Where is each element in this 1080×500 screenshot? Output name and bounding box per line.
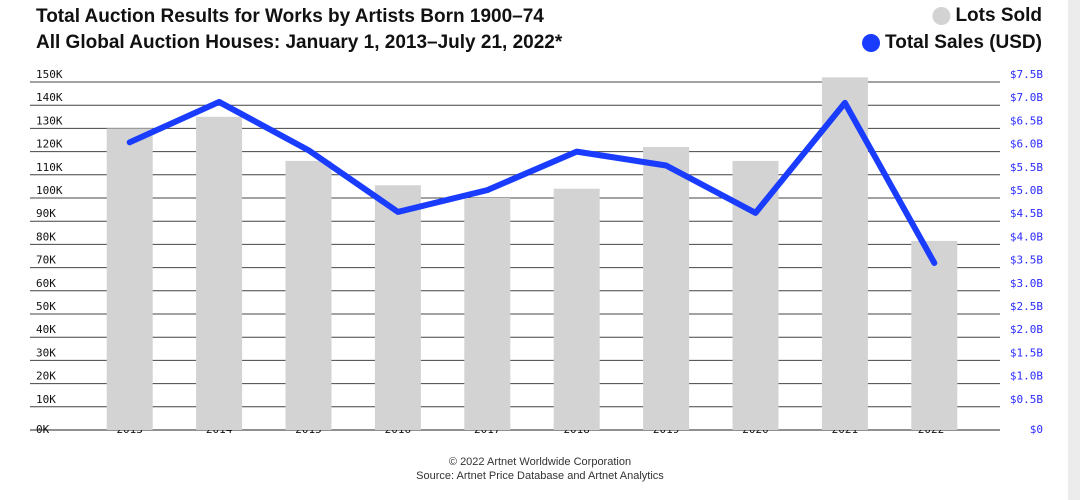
line [126, 98, 938, 266]
y2-tick-label: $4.0B [1010, 230, 1043, 243]
y2-tick-label: $7.5B [1010, 68, 1043, 81]
chart-subtitle: All Global Auction Houses: January 1, 20… [36, 32, 563, 53]
y2-tick-label: $5.0B [1010, 184, 1043, 197]
page-edge [1068, 0, 1080, 500]
y2-tick-label: $2.0B [1010, 323, 1043, 336]
y-tick-label: 140K [36, 91, 63, 104]
bar [106, 128, 153, 430]
y-tick-label: 80K [36, 230, 56, 243]
y-tick-label: 10K [36, 393, 56, 406]
y-tick-label: 100K [36, 184, 63, 197]
y-tick-label: 50K [36, 300, 56, 313]
y2-tick-label: $3.5B [1010, 254, 1043, 267]
y2-tick-label: $2.5B [1010, 300, 1043, 313]
legend-label: Lots Sold [955, 5, 1042, 26]
y2-tick-label: $7.0B [1010, 91, 1043, 104]
y2-tick-label: $4.5B [1010, 207, 1043, 220]
legend-label: Total Sales (USD) [885, 32, 1042, 53]
y-tick-label: 20K [36, 370, 56, 383]
legend-marker [862, 34, 881, 52]
chart-title: Total Auction Results for Works by Artis… [36, 6, 544, 27]
y2-tick-label: $5.5B [1010, 161, 1043, 174]
source: Source: Artnet Price Database and Artnet… [416, 470, 664, 482]
bar [911, 240, 958, 430]
y2-tick-label: $3.0B [1010, 277, 1043, 290]
y2-tick-label: $0.5B [1010, 393, 1043, 406]
y-tick-label: 70K [36, 254, 56, 267]
y-tick-label: 130K [36, 114, 63, 127]
bar [196, 116, 243, 431]
y-tick-label: 30K [36, 346, 56, 359]
y-tick-label: 40K [36, 323, 56, 336]
bar [643, 146, 690, 430]
y2-tick-label: $6.0B [1010, 138, 1043, 151]
bar [285, 160, 332, 430]
copyright: © 2022 Artnet Worldwide Corporation [449, 456, 631, 468]
y-tick-label: 150K [36, 68, 63, 81]
y-tick-label: 110K [36, 161, 63, 174]
y-tick-label: 120K [36, 138, 63, 151]
bar [464, 198, 511, 430]
y2-tick-label: $0 [1030, 423, 1043, 436]
legend-marker [932, 7, 951, 25]
y2-tick-label: $1.5B [1010, 346, 1043, 359]
y-tick-label: 90K [36, 207, 56, 220]
y2-tick-label: $1.0B [1010, 370, 1043, 383]
y2-tick-label: $6.5B [1010, 114, 1043, 127]
bar [553, 188, 600, 430]
y-tick-label: 0K [36, 423, 50, 436]
bar [374, 185, 421, 430]
y-tick-label: 60K [36, 277, 56, 290]
